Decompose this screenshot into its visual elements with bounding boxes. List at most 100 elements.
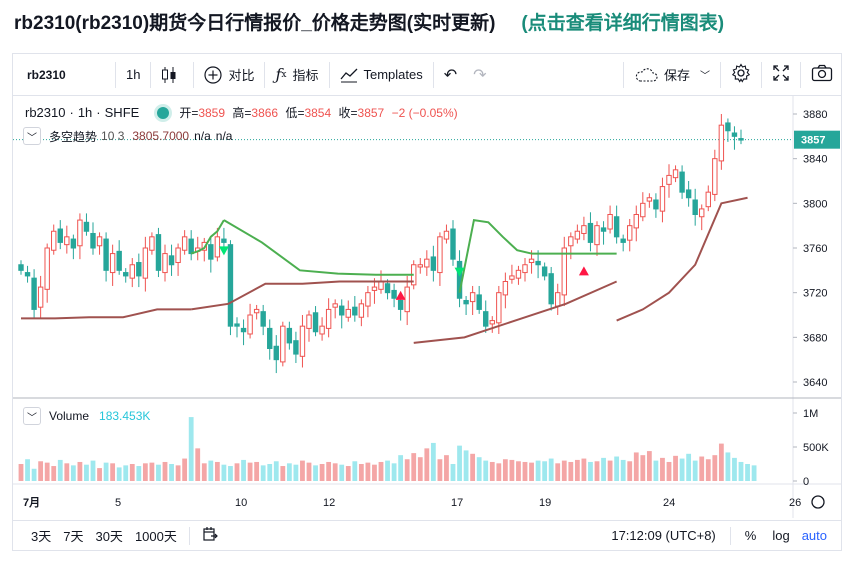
candle[interactable] [404, 286, 410, 313]
candle[interactable] [293, 340, 299, 355]
candle[interactable] [345, 308, 351, 318]
candle[interactable] [352, 306, 358, 316]
candle[interactable] [227, 244, 234, 327]
candle[interactable] [450, 228, 456, 260]
undo-button[interactable]: ↶ [436, 60, 465, 90]
candle[interactable] [397, 299, 404, 310]
candle[interactable] [587, 222, 594, 243]
candle[interactable] [267, 327, 273, 349]
candle[interactable] [90, 232, 96, 249]
candle[interactable] [18, 264, 24, 271]
interval-button[interactable]: 1h [118, 60, 148, 90]
candle[interactable] [240, 327, 247, 333]
candle[interactable] [168, 255, 175, 266]
candle[interactable] [679, 171, 685, 193]
candle[interactable] [430, 256, 437, 271]
candle[interactable] [51, 230, 57, 251]
candle[interactable] [600, 227, 607, 232]
candle[interactable] [738, 138, 744, 141]
candle[interactable] [371, 286, 378, 291]
candle[interactable] [155, 234, 162, 271]
candle[interactable] [417, 264, 423, 268]
candle[interactable] [365, 292, 371, 307]
candle[interactable] [548, 273, 554, 305]
candle[interactable] [541, 266, 548, 277]
candle[interactable] [613, 216, 620, 238]
candle[interactable] [273, 345, 279, 361]
collapse-volume-button[interactable]: ﹀ [23, 407, 41, 425]
candle[interactable] [633, 214, 639, 229]
candle[interactable] [437, 236, 443, 274]
candle[interactable] [234, 323, 240, 327]
range-1000d-button[interactable]: 1000天 [134, 529, 177, 544]
market-status-dot[interactable] [157, 106, 170, 119]
candle[interactable] [496, 292, 502, 324]
chart-type-button[interactable] [153, 60, 191, 90]
fullscreen-button[interactable] [764, 60, 798, 90]
candle[interactable] [384, 283, 391, 294]
candle[interactable] [306, 314, 312, 329]
candle[interactable] [568, 236, 574, 247]
price-chart[interactable]: 3880 3840 3800 3760 3720 3680 3640 3857 1M 500K 0 7… [13, 96, 841, 518]
candle[interactable] [280, 325, 286, 363]
candle[interactable] [77, 219, 83, 247]
candle[interactable] [109, 253, 116, 274]
candle[interactable] [574, 230, 581, 240]
candle[interactable] [672, 169, 679, 179]
candle[interactable] [561, 247, 567, 296]
candle[interactable] [358, 303, 365, 318]
candle[interactable] [44, 247, 50, 290]
candle[interactable] [653, 199, 659, 210]
candle[interactable] [221, 238, 227, 243]
candle[interactable] [129, 264, 135, 279]
candle[interactable] [515, 269, 522, 279]
clock-time[interactable]: 17:12:09 (UTC+8) [611, 528, 716, 543]
candle[interactable] [162, 253, 168, 274]
candle[interactable] [685, 189, 692, 199]
candle[interactable] [83, 221, 90, 232]
log-scale-button[interactable]: log [772, 528, 790, 543]
candle[interactable] [378, 281, 384, 290]
candle[interactable] [483, 311, 489, 327]
candle[interactable] [640, 202, 646, 218]
range-30d-button[interactable]: 30天 [95, 529, 123, 544]
candle[interactable] [299, 325, 306, 357]
candle[interactable] [31, 277, 37, 310]
candle[interactable] [136, 262, 142, 277]
range-3d-button[interactable]: 3天 [31, 529, 52, 544]
candle[interactable] [123, 272, 129, 277]
candle[interactable] [149, 236, 155, 251]
candle[interactable] [705, 191, 711, 208]
candle[interactable] [469, 292, 476, 303]
symbol-search-button[interactable]: rb2310 [13, 60, 113, 90]
candle[interactable] [581, 225, 587, 234]
candle[interactable] [476, 294, 482, 310]
candle[interactable] [522, 264, 528, 274]
candle[interactable] [535, 260, 541, 266]
candle[interactable] [463, 299, 469, 305]
candle[interactable] [312, 312, 319, 333]
candle[interactable] [627, 225, 633, 241]
redo-button[interactable]: ↷ [465, 60, 494, 90]
candle[interactable] [247, 314, 253, 335]
candle[interactable] [208, 244, 214, 260]
candle[interactable] [424, 258, 430, 268]
candle[interactable] [70, 238, 77, 249]
candle[interactable] [502, 281, 509, 296]
candle[interactable] [319, 325, 325, 335]
candle[interactable] [528, 258, 535, 264]
candle[interactable] [620, 238, 626, 243]
save-button[interactable]: 保存 ﹀ [626, 60, 718, 90]
goto-date-button[interactable] [196, 526, 224, 545]
candle[interactable] [37, 286, 44, 308]
auto-scale-button[interactable]: auto [801, 528, 827, 543]
candle[interactable] [214, 236, 221, 258]
candle[interactable] [699, 208, 705, 218]
candle[interactable] [391, 289, 397, 299]
candle[interactable] [116, 250, 122, 271]
candle[interactable] [666, 174, 672, 185]
candle[interactable] [712, 158, 718, 195]
range-7d-button[interactable]: 7天 [63, 529, 84, 544]
candle[interactable] [594, 225, 600, 246]
candle[interactable] [260, 311, 266, 327]
